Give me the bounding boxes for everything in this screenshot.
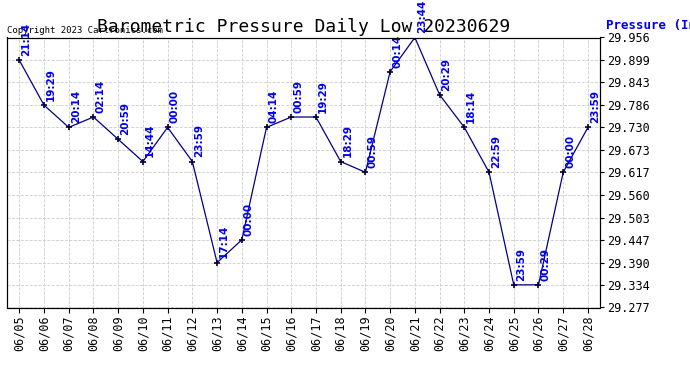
- Text: 18:14: 18:14: [466, 90, 476, 123]
- Text: 19:29: 19:29: [318, 80, 328, 113]
- Text: 00:00: 00:00: [565, 135, 575, 168]
- Text: 23:59: 23:59: [515, 248, 526, 280]
- Text: 00:59: 00:59: [367, 135, 377, 168]
- Title: Barometric Pressure Daily Low 20230629: Barometric Pressure Daily Low 20230629: [97, 18, 510, 36]
- Text: 00:00: 00:00: [244, 202, 254, 236]
- Text: 20:59: 20:59: [120, 102, 130, 135]
- Text: 00:14: 00:14: [392, 34, 402, 68]
- Text: 18:29: 18:29: [343, 124, 353, 158]
- Text: 23:59: 23:59: [195, 124, 204, 158]
- Text: 22:59: 22:59: [491, 135, 501, 168]
- Text: 23:44: 23:44: [417, 0, 427, 33]
- Text: 02:14: 02:14: [95, 80, 106, 113]
- Text: Pressure (Inches/Hg): Pressure (Inches/Hg): [607, 19, 690, 32]
- Text: 23:59: 23:59: [590, 90, 600, 123]
- Text: 00:00: 00:00: [170, 90, 179, 123]
- Text: Copyright 2023 Cartronics.com: Copyright 2023 Cartronics.com: [7, 26, 163, 35]
- Text: 19:29: 19:29: [46, 68, 56, 101]
- Text: 20:14: 20:14: [70, 90, 81, 123]
- Text: 00:59: 00:59: [293, 80, 303, 113]
- Text: 00:29: 00:29: [540, 248, 551, 280]
- Text: 14:44: 14:44: [145, 124, 155, 158]
- Text: 17:14: 17:14: [219, 225, 229, 258]
- Text: 20:29: 20:29: [442, 58, 451, 91]
- Text: 21:14: 21:14: [21, 23, 31, 56]
- Text: 04:14: 04:14: [268, 90, 279, 123]
